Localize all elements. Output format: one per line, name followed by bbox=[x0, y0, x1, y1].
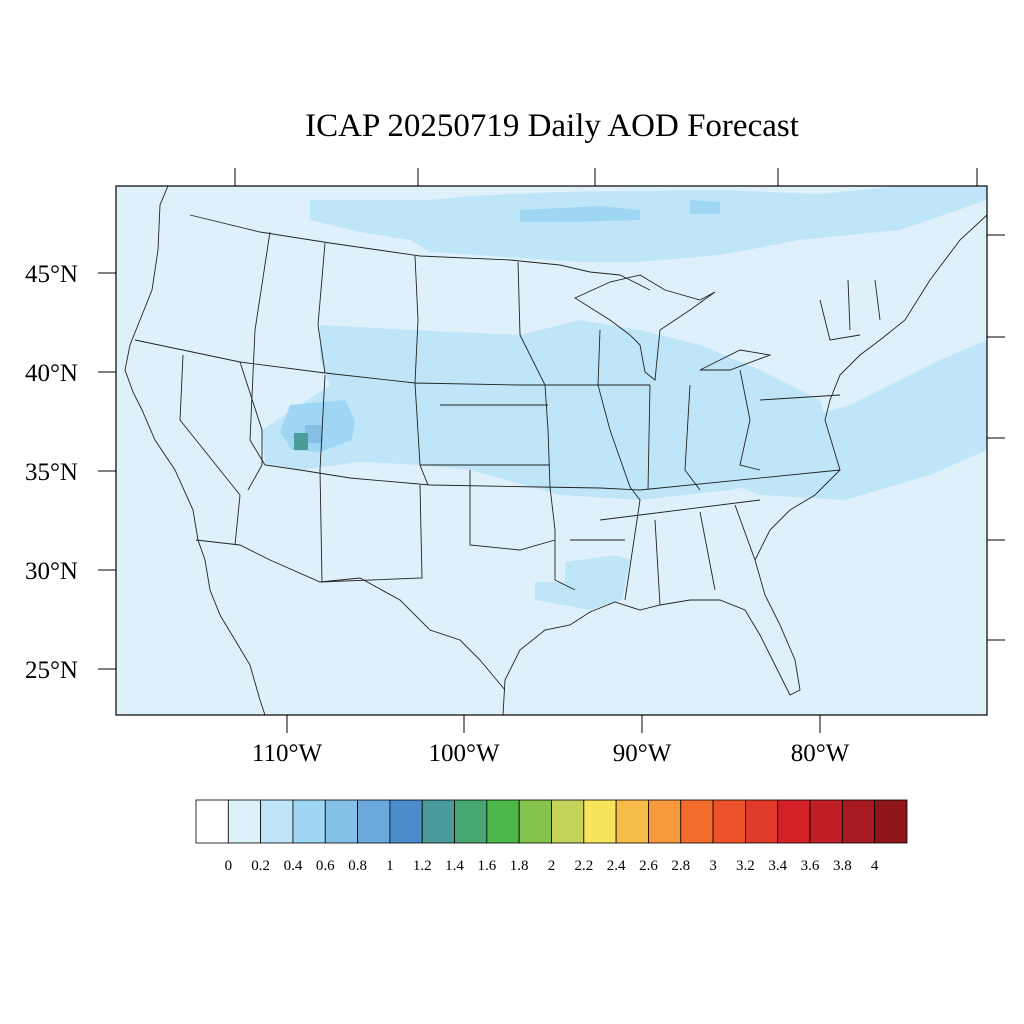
colorbar-swatch bbox=[324, 799, 358, 844]
aod-band-0.2-0.4 bbox=[262, 186, 987, 610]
chart-title: ICAP 20250719 Daily AOD Forecast bbox=[305, 108, 799, 144]
colorbar-swatch bbox=[615, 799, 649, 844]
map-panel bbox=[116, 186, 987, 715]
us-canada-border bbox=[189, 214, 651, 291]
lat-label: 30°N bbox=[25, 558, 78, 585]
lat-label: 40°N bbox=[25, 360, 78, 387]
colorbar-swatch bbox=[551, 799, 585, 844]
lon-label: 110°W bbox=[252, 740, 323, 767]
east-coastline bbox=[502, 214, 987, 715]
colorbar-label: 3 bbox=[709, 858, 717, 874]
colorbar-swatch bbox=[518, 799, 552, 844]
colorbar-swatch bbox=[712, 799, 746, 844]
colorbar-swatch bbox=[648, 799, 682, 844]
colorbar-label: 1 bbox=[386, 858, 394, 874]
mexico-border bbox=[195, 539, 506, 691]
axis-ticks bbox=[98, 168, 1005, 733]
north-smoke-2 bbox=[690, 200, 720, 214]
colorbar-swatch bbox=[357, 799, 391, 844]
colorbar-swatch bbox=[454, 799, 488, 844]
longitude-labels: 110°W 100°W 90°W 80°W bbox=[252, 740, 850, 767]
lon-label: 80°W bbox=[791, 740, 850, 767]
colorbar-label: 0.8 bbox=[348, 858, 367, 874]
colorbar-label: 2.6 bbox=[639, 858, 658, 874]
colorbar-label: 2.8 bbox=[671, 858, 690, 874]
colorbar-label: 0 bbox=[225, 858, 233, 874]
colorbar-label: 0.4 bbox=[284, 858, 303, 874]
map-frame bbox=[115, 185, 988, 716]
colorbar-swatch bbox=[486, 799, 520, 844]
colorbar-label: 3.2 bbox=[736, 858, 755, 874]
colorbar-swatch bbox=[583, 799, 617, 844]
central-plains-band bbox=[262, 320, 830, 500]
colorbar-label: 2.4 bbox=[607, 858, 626, 874]
state-borders bbox=[134, 231, 881, 606]
great-lakes bbox=[574, 274, 772, 381]
colorbar-label: 0.6 bbox=[316, 858, 335, 874]
colorbar-label: 1.6 bbox=[477, 858, 496, 874]
colorbar-swatch bbox=[809, 799, 843, 844]
colorbar: 0 0.2 0.4 0.6 0.8 1 1.2 1.4 1.6 1.8 2 2.2 2.4 2.6 2.8 3… bbox=[195, 799, 908, 874]
colorbar-swatch bbox=[195, 799, 229, 844]
colorbar-label: 2 bbox=[548, 858, 556, 874]
colorbar-swatch bbox=[841, 799, 876, 844]
colorbar-swatch bbox=[777, 799, 811, 844]
colorbar-label: 3.8 bbox=[833, 858, 852, 874]
map-lines bbox=[124, 186, 987, 715]
colorbar-label: 3.4 bbox=[768, 858, 787, 874]
lon-label: 90°W bbox=[613, 740, 672, 767]
north-smoke-1 bbox=[520, 206, 640, 222]
colorbar-swatch bbox=[292, 799, 326, 844]
southern-utah-hotspot bbox=[294, 433, 308, 450]
colorbar-label: 1.4 bbox=[445, 858, 464, 874]
west-coastline bbox=[124, 186, 266, 715]
lat-label: 35°N bbox=[25, 459, 78, 486]
colorbar-label: 3.6 bbox=[801, 858, 820, 874]
colorbar-label: 4 bbox=[871, 858, 879, 874]
gulf-patch bbox=[535, 555, 630, 610]
lat-label: 25°N bbox=[25, 657, 78, 684]
colorbar-swatch bbox=[421, 799, 455, 844]
colorbar-swatch bbox=[389, 799, 423, 844]
colorbar-label: 1.8 bbox=[510, 858, 529, 874]
colorbar-label: 0.2 bbox=[251, 858, 270, 874]
colorbar-label: 1.2 bbox=[413, 858, 432, 874]
lat-label: 45°N bbox=[25, 261, 78, 288]
lon-label: 100°W bbox=[428, 740, 499, 767]
latitude-labels: 45°N 40°N 35°N 30°N 25°N bbox=[25, 261, 78, 684]
northern-band bbox=[310, 186, 987, 262]
colorbar-swatch bbox=[680, 799, 714, 844]
aod-band-0.6-0.8 bbox=[305, 425, 323, 443]
colorbar-swatch bbox=[874, 799, 908, 844]
colorbar-swatch bbox=[260, 799, 294, 844]
colorbar-label: 2.2 bbox=[574, 858, 593, 874]
colorbar-swatch bbox=[227, 799, 262, 844]
colorbar-swatch bbox=[745, 799, 779, 844]
